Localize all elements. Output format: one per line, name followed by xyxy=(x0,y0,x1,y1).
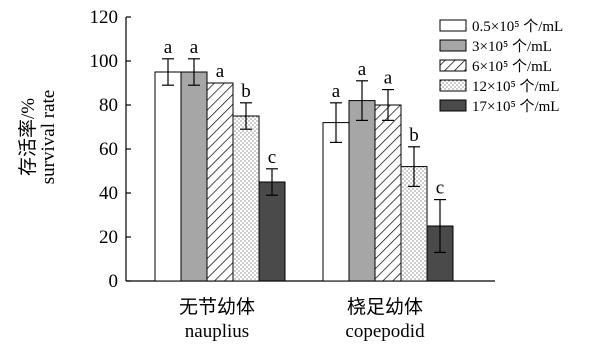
legend-swatch-2 xyxy=(439,59,467,72)
y-tick-label-80: 80 xyxy=(99,95,118,116)
significance-letter-g1-s1: a xyxy=(358,59,367,80)
significance-letter-g0-s0: a xyxy=(164,37,173,58)
y-axis-title-en: survival rate xyxy=(38,90,59,184)
bar-g0-s1 xyxy=(180,71,208,282)
significance-letter-g1-s0: a xyxy=(332,81,341,102)
y-axis-title-cn: 存活率/% xyxy=(17,98,39,176)
legend-swatch-0 xyxy=(439,19,467,32)
y-tick-label-100: 100 xyxy=(90,51,119,72)
legend-label-1: 3×10⁵ 个/mL xyxy=(472,38,552,55)
y-tick-label-0: 0 xyxy=(109,271,119,292)
bar-g0-s0 xyxy=(154,71,182,282)
legend-label-2: 6×10⁵ 个/mL xyxy=(472,58,552,75)
bar-g1-s2 xyxy=(374,104,402,282)
y-tick-label-60: 60 xyxy=(99,139,118,160)
x-group-label-cn-1: 桡足幼体 xyxy=(347,296,423,318)
legend: 0.5×10⁵ 个/mL 3×10⁵ 个/mL 6×10⁵ 个/mL 12×10⁵ 个… xyxy=(439,18,563,115)
significance-letter-g1-s4: c xyxy=(436,178,444,199)
legend-swatch-3 xyxy=(439,79,467,92)
bar-g1-s4 xyxy=(426,225,454,282)
y-tick-label-120: 120 xyxy=(90,7,119,28)
significance-letter-g0-s3: b xyxy=(241,81,251,102)
y-tick-labels: 0 20 40 60 80 100 120 xyxy=(90,7,119,292)
legend-label-4: 17×10⁵ 个/mL xyxy=(472,98,559,115)
y-tick-label-40: 40 xyxy=(99,183,118,204)
bar-g0-s4 xyxy=(258,181,286,282)
x-group-label-en-1: copepodid xyxy=(345,321,425,342)
x-group-labels: 无节幼体 nauplius 桡足幼体 copepodid xyxy=(179,296,425,342)
x-group-label-cn-0: 无节幼体 xyxy=(179,296,255,318)
legend-label-0: 0.5×10⁵ 个/mL xyxy=(472,18,563,35)
significance-letter-g1-s2: a xyxy=(384,68,393,89)
bar-g0-s2 xyxy=(206,82,234,282)
significance-letter-g1-s3: b xyxy=(409,125,419,146)
significance-letter-g0-s2: a xyxy=(216,61,225,82)
bar-g1-s1 xyxy=(348,100,376,282)
y-tick-label-20: 20 xyxy=(99,227,118,248)
legend-label-3: 12×10⁵ 个/mL xyxy=(472,78,559,95)
x-group-label-en-0: nauplius xyxy=(185,321,249,342)
legend-swatch-4 xyxy=(439,99,467,112)
bar-g0-s3 xyxy=(232,115,260,282)
significance-letter-g0-s4: c xyxy=(268,147,276,168)
significance-letter-g0-s1: a xyxy=(190,37,199,58)
bar-g1-s0 xyxy=(322,122,350,282)
legend-swatch-1 xyxy=(439,39,467,52)
